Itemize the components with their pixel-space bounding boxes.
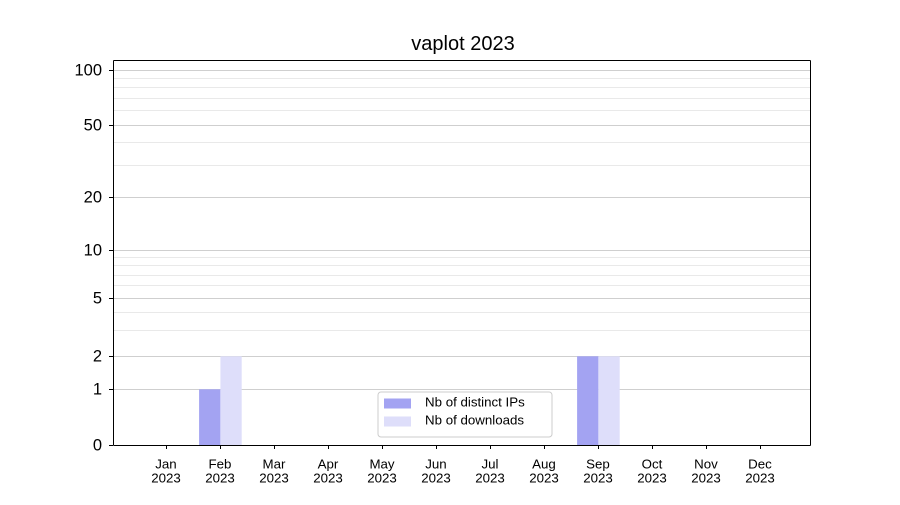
- svg-text:Nb of distinct IPs: Nb of distinct IPs: [425, 395, 525, 410]
- svg-text:2023: 2023: [421, 471, 451, 486]
- svg-text:2023: 2023: [259, 471, 289, 486]
- svg-text:2: 2: [93, 348, 102, 366]
- svg-text:10: 10: [84, 242, 102, 260]
- svg-text:100: 100: [74, 62, 102, 80]
- svg-text:20: 20: [84, 189, 102, 207]
- svg-text:Sep: Sep: [586, 457, 610, 472]
- svg-text:Nb of downloads: Nb of downloads: [425, 412, 524, 427]
- svg-text:1: 1: [93, 381, 102, 399]
- svg-text:0: 0: [93, 437, 102, 455]
- svg-text:May: May: [369, 457, 394, 472]
- svg-text:2023: 2023: [205, 471, 235, 486]
- svg-text:Dec: Dec: [748, 457, 772, 472]
- svg-text:Jan: Jan: [155, 457, 176, 472]
- svg-text:Feb: Feb: [209, 457, 232, 472]
- svg-text:2023: 2023: [313, 471, 343, 486]
- svg-text:2023: 2023: [583, 471, 613, 486]
- svg-text:vaplot 2023: vaplot 2023: [411, 33, 514, 55]
- svg-text:Aug: Aug: [532, 457, 556, 472]
- svg-text:2023: 2023: [691, 471, 721, 486]
- svg-text:Jun: Jun: [425, 457, 446, 472]
- svg-text:5: 5: [93, 290, 102, 308]
- svg-text:2023: 2023: [637, 471, 667, 486]
- svg-text:Mar: Mar: [263, 457, 286, 472]
- svg-text:50: 50: [84, 117, 102, 135]
- svg-text:2023: 2023: [367, 471, 397, 486]
- svg-text:2023: 2023: [745, 471, 775, 486]
- svg-text:Jul: Jul: [482, 457, 499, 472]
- svg-text:2023: 2023: [529, 471, 559, 486]
- svg-text:2023: 2023: [475, 471, 505, 486]
- svg-text:Apr: Apr: [318, 457, 339, 472]
- svg-text:Oct: Oct: [642, 457, 663, 472]
- svg-text:2023: 2023: [151, 471, 181, 486]
- svg-text:Nov: Nov: [694, 457, 718, 472]
